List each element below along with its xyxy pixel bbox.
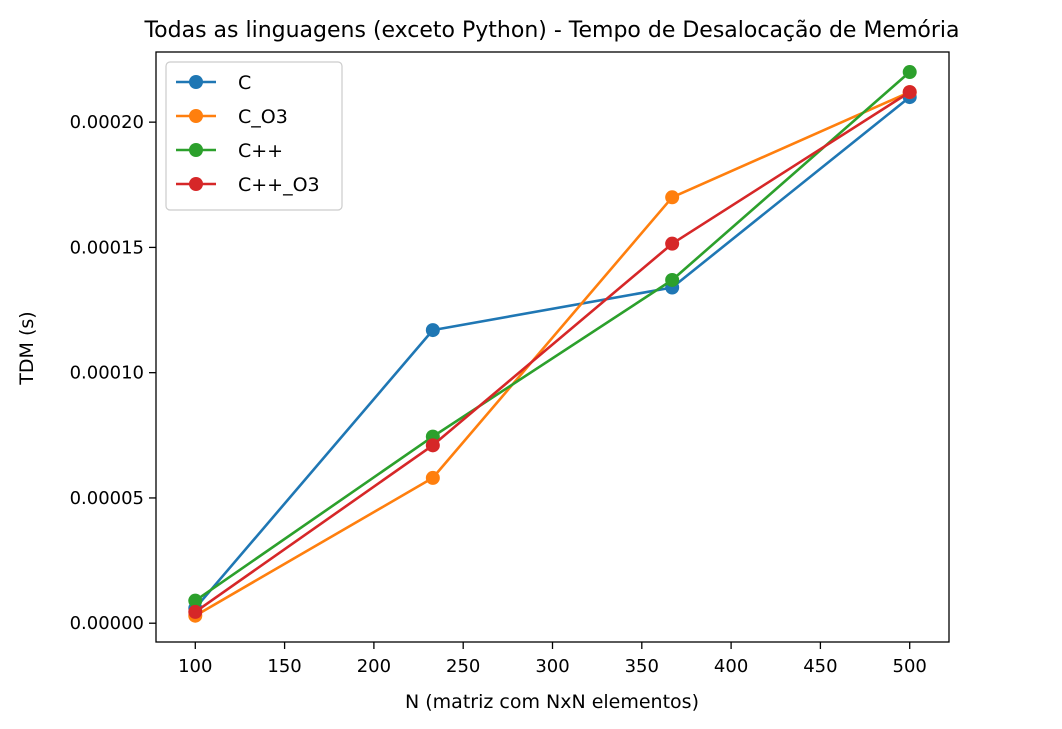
legend-marker	[189, 143, 203, 157]
y-tick-label: 0.00010	[70, 363, 144, 384]
y-tick-label: 0.00005	[70, 488, 144, 509]
x-tick-label: 250	[446, 656, 480, 677]
x-tick-label: 100	[178, 656, 212, 677]
plot-frame	[155, 51, 950, 643]
plot-area: 100 150 200 250 300 350 400 450 500 0.00000 0.0000…	[70, 51, 950, 677]
legend-label: C	[238, 72, 251, 94]
data-point-cpp-o3	[665, 236, 680, 251]
legend-marker	[189, 109, 203, 123]
data-point-c	[425, 323, 440, 338]
x-tick-label: 200	[357, 656, 391, 677]
data-point-cpp	[902, 65, 917, 80]
series-line-cpp-o3	[194, 91, 911, 613]
legend-label: C_O3	[238, 106, 288, 128]
series-line-c	[194, 96, 911, 610]
x-tick-label: 500	[893, 656, 927, 677]
data-point-cpp	[665, 272, 680, 287]
legend-label: C++	[238, 140, 283, 162]
data-point-c-o3	[665, 190, 680, 205]
y-tick-label: 0.00000	[70, 613, 144, 634]
y-tick-label: 0.00015	[70, 237, 144, 258]
chart-title: Todas as linguagens (exceto Python) - Te…	[143, 18, 959, 43]
legend-marker	[189, 75, 203, 89]
x-tick-label: 300	[535, 656, 569, 677]
legend-box	[165, 61, 343, 211]
data-point-cpp-o3	[902, 85, 917, 100]
legend-label: C++_O3	[238, 174, 320, 196]
x-axis-label: N (matriz com NxN elementos)	[405, 691, 699, 713]
y-axis-label: TDM (s)	[16, 311, 38, 385]
data-point-cpp	[188, 593, 203, 608]
x-tick-label: 450	[803, 656, 837, 677]
data-point-c-o3	[425, 470, 440, 485]
legend-marker	[189, 177, 203, 191]
x-tick-label: 350	[625, 656, 659, 677]
series-line-c-o3	[194, 90, 911, 617]
data-point-cpp-o3	[188, 604, 203, 619]
legend: C C_O3 C++ C++_O3	[165, 61, 343, 211]
series-line-cpp	[194, 71, 911, 602]
x-tick-label: 150	[267, 656, 301, 677]
x-tick-label: 400	[714, 656, 748, 677]
y-tick-label: 0.00020	[70, 112, 144, 133]
data-point-cpp-o3	[425, 438, 440, 453]
